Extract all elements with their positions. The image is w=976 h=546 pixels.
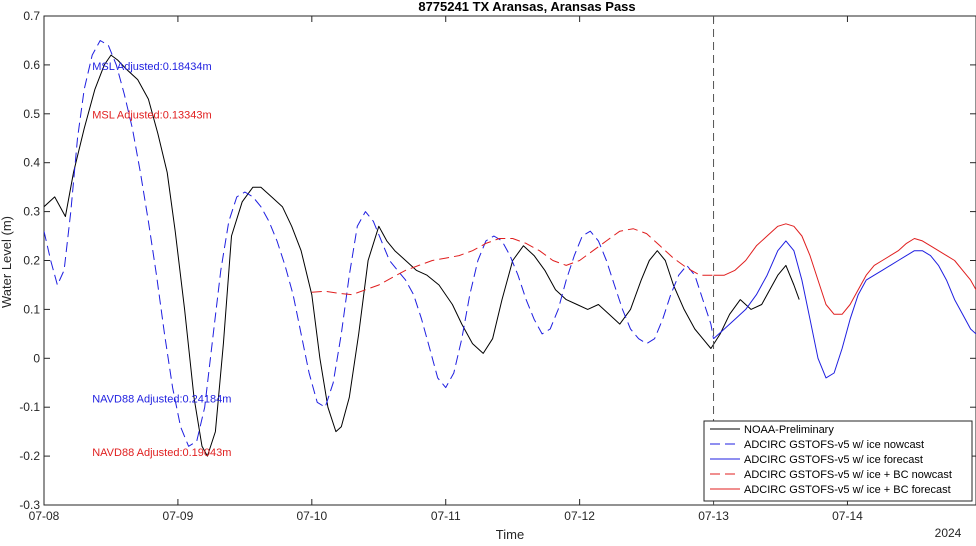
legend-label: ADCIRC GSTOFS-v5 w/ ice + BC forecast bbox=[744, 484, 951, 496]
y-tick-label: -0.3 bbox=[19, 498, 40, 512]
annotation-label: MSL Adjusted:0.13343m bbox=[92, 110, 211, 122]
y-tick-label: -0.2 bbox=[19, 449, 40, 463]
y-tick-label: 0.5 bbox=[23, 107, 40, 121]
y-tick-label: -0.1 bbox=[19, 400, 40, 414]
x-tick-label: 07-11 bbox=[431, 509, 461, 523]
chart-title: 8775241 TX Aransas, Aransas Pass bbox=[418, 0, 635, 14]
legend-label: ADCIRC GSTOFS-v5 w/ ice forecast bbox=[744, 454, 923, 466]
year-label: 2024 bbox=[935, 526, 962, 540]
x-tick-label: 07-10 bbox=[296, 509, 327, 523]
x-axis-label: Time bbox=[496, 527, 524, 541]
x-tick-label: 07-13 bbox=[698, 509, 729, 523]
y-tick-label: 0 bbox=[33, 351, 40, 365]
annotation-label: NAVD88 Adjusted:0.19043m bbox=[92, 447, 231, 459]
y-tick-label: 0.7 bbox=[23, 9, 40, 23]
x-tick-label: 07-09 bbox=[163, 509, 194, 523]
y-tick-label: 0.6 bbox=[23, 58, 40, 72]
y-axis-label: Water Level (m) bbox=[0, 216, 14, 308]
legend: NOAA-Preliminary ADCIRC GSTOFS-v5 w/ ice … bbox=[704, 421, 972, 501]
legend-label: ADCIRC GSTOFS-v5 w/ ice + BC nowcast bbox=[744, 469, 952, 481]
y-tick-label: 0.1 bbox=[23, 302, 40, 316]
annotation-label: MSL Adjusted:0.18434m bbox=[92, 61, 211, 73]
x-tick-label: 07-14 bbox=[832, 509, 863, 523]
annotation-label: NAVD88 Adjusted:0.24184m bbox=[92, 393, 231, 405]
y-tick-label: 0.2 bbox=[23, 254, 40, 268]
legend-label: ADCIRC GSTOFS-v5 w/ ice nowcast bbox=[744, 439, 924, 451]
x-tick-label: 07-12 bbox=[564, 509, 595, 523]
legend-label: NOAA-Preliminary bbox=[744, 424, 834, 436]
y-tick-label: 0.4 bbox=[23, 156, 40, 170]
y-tick-label: 0.3 bbox=[23, 205, 40, 219]
